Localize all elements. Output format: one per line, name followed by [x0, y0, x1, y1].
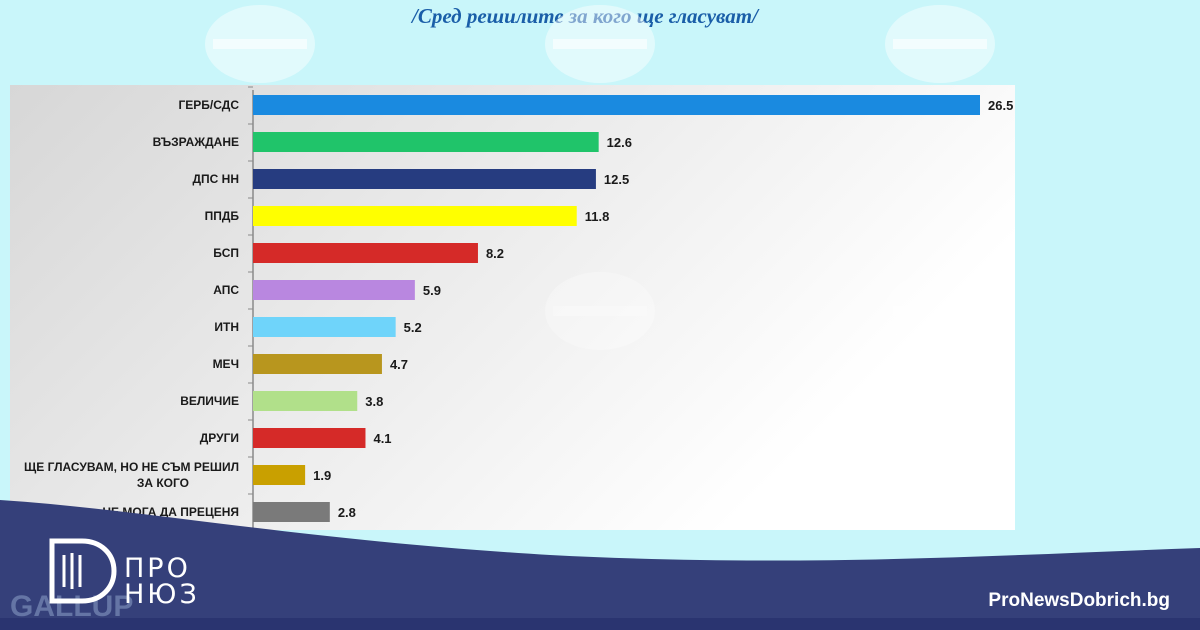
- bar-chart: 26.5 ГЕРБ/СДС 12.6 ВЪЗРАЖДАНЕ 12.5 ДПС НН 11.8…: [24, 86, 1013, 530]
- bar: [253, 95, 980, 115]
- pronews-logo-icon: [44, 533, 118, 612]
- chart-subtitle: /Сред решилите за кого ще гласуват/: [412, 4, 758, 28]
- category-label: ИТН: [214, 320, 239, 334]
- category-label: ВЪЗРАЖДАНЕ: [153, 135, 239, 149]
- data-label: 4.1: [373, 431, 391, 446]
- category-label: МЕЧ: [213, 357, 239, 371]
- bar: [253, 280, 415, 300]
- gallup-logo-fragment: GALLUP: [10, 590, 134, 623]
- bta-watermark: [885, 5, 995, 83]
- footer-band: [0, 500, 1200, 630]
- bar: [253, 354, 382, 374]
- data-label: 26.5: [988, 98, 1013, 113]
- data-label: 11.8: [585, 209, 610, 224]
- category-label: БСП: [213, 246, 239, 260]
- category-label: АПС: [213, 283, 239, 297]
- bta-watermark: [545, 5, 655, 83]
- bar: [253, 428, 366, 448]
- category-label: ДПС НН: [192, 172, 239, 186]
- data-label: 12.5: [604, 172, 629, 187]
- category-label: ВЕЛИЧИЕ: [180, 394, 239, 408]
- chart-panel: 26.5 ГЕРБ/СДС 12.6 ВЪЗРАЖДАНЕ 12.5 ДПС НН 11.8…: [10, 85, 1015, 530]
- website-link[interactable]: ProNewsDobrich.bg: [988, 590, 1170, 611]
- category-label: ППДБ: [205, 209, 240, 223]
- bar: [253, 391, 358, 411]
- bta-watermark: [545, 272, 655, 350]
- data-label: 2.8: [338, 505, 356, 520]
- data-label: 8.2: [486, 246, 504, 261]
- data-label: 1.9: [313, 468, 331, 483]
- data-label: 3.8: [365, 394, 383, 409]
- bar: [253, 502, 330, 522]
- pronews-brand: ПРО НЮЗ: [124, 553, 200, 610]
- brand-line-2: НЮЗ: [124, 579, 200, 610]
- category-label: ГЕРБ/СДС: [179, 98, 240, 112]
- bar: [253, 243, 478, 263]
- bar: [253, 169, 596, 189]
- bar: [253, 206, 577, 226]
- bar: [253, 465, 306, 485]
- data-label: 4.7: [390, 357, 408, 372]
- data-label: 12.6: [607, 135, 632, 150]
- category-label: ДРУГИ: [200, 431, 239, 445]
- bar: [253, 132, 599, 152]
- footer-wave: [0, 500, 1200, 630]
- brand-line-1: ПРО: [124, 553, 191, 584]
- bta-watermark: [885, 272, 995, 350]
- data-label: 5.9: [423, 283, 441, 298]
- category-label: ЩЕ ГЛАСУВАМ, НО НЕ СЪМ РЕШИЛ ЗА КОГО: [24, 460, 239, 490]
- data-label: 5.2: [404, 320, 422, 335]
- bar: [253, 317, 396, 337]
- bta-watermark: [205, 5, 315, 83]
